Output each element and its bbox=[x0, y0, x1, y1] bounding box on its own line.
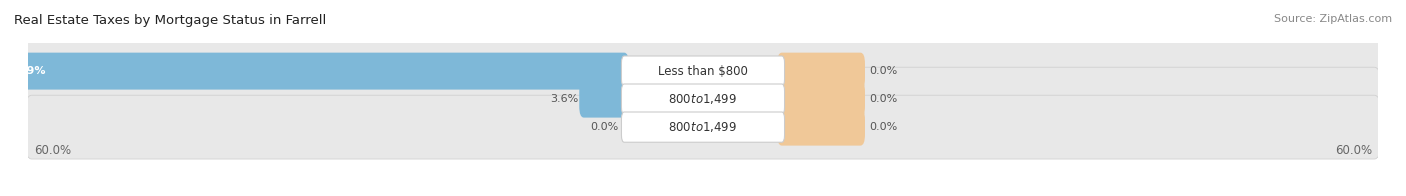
Text: 60.0%: 60.0% bbox=[34, 144, 70, 157]
FancyBboxPatch shape bbox=[778, 81, 865, 118]
Text: 55.9%: 55.9% bbox=[7, 66, 45, 76]
FancyBboxPatch shape bbox=[579, 81, 628, 118]
Text: 0.0%: 0.0% bbox=[869, 122, 897, 132]
FancyBboxPatch shape bbox=[621, 56, 785, 86]
Text: 3.6%: 3.6% bbox=[550, 94, 578, 104]
FancyBboxPatch shape bbox=[25, 67, 1381, 131]
FancyBboxPatch shape bbox=[778, 109, 865, 146]
Text: 0.0%: 0.0% bbox=[869, 66, 897, 76]
Text: Real Estate Taxes by Mortgage Status in Farrell: Real Estate Taxes by Mortgage Status in … bbox=[14, 14, 326, 27]
FancyBboxPatch shape bbox=[25, 95, 1381, 159]
Text: 0.0%: 0.0% bbox=[869, 94, 897, 104]
FancyBboxPatch shape bbox=[25, 39, 1381, 103]
FancyBboxPatch shape bbox=[621, 112, 785, 142]
Text: $800 to $1,499: $800 to $1,499 bbox=[668, 120, 738, 134]
Text: 60.0%: 60.0% bbox=[1336, 144, 1372, 157]
FancyBboxPatch shape bbox=[778, 53, 865, 90]
Text: $800 to $1,499: $800 to $1,499 bbox=[668, 92, 738, 106]
FancyBboxPatch shape bbox=[0, 53, 628, 90]
Text: 0.0%: 0.0% bbox=[591, 122, 619, 132]
FancyBboxPatch shape bbox=[621, 84, 785, 114]
Text: Less than $800: Less than $800 bbox=[658, 65, 748, 78]
Text: Source: ZipAtlas.com: Source: ZipAtlas.com bbox=[1274, 14, 1392, 24]
